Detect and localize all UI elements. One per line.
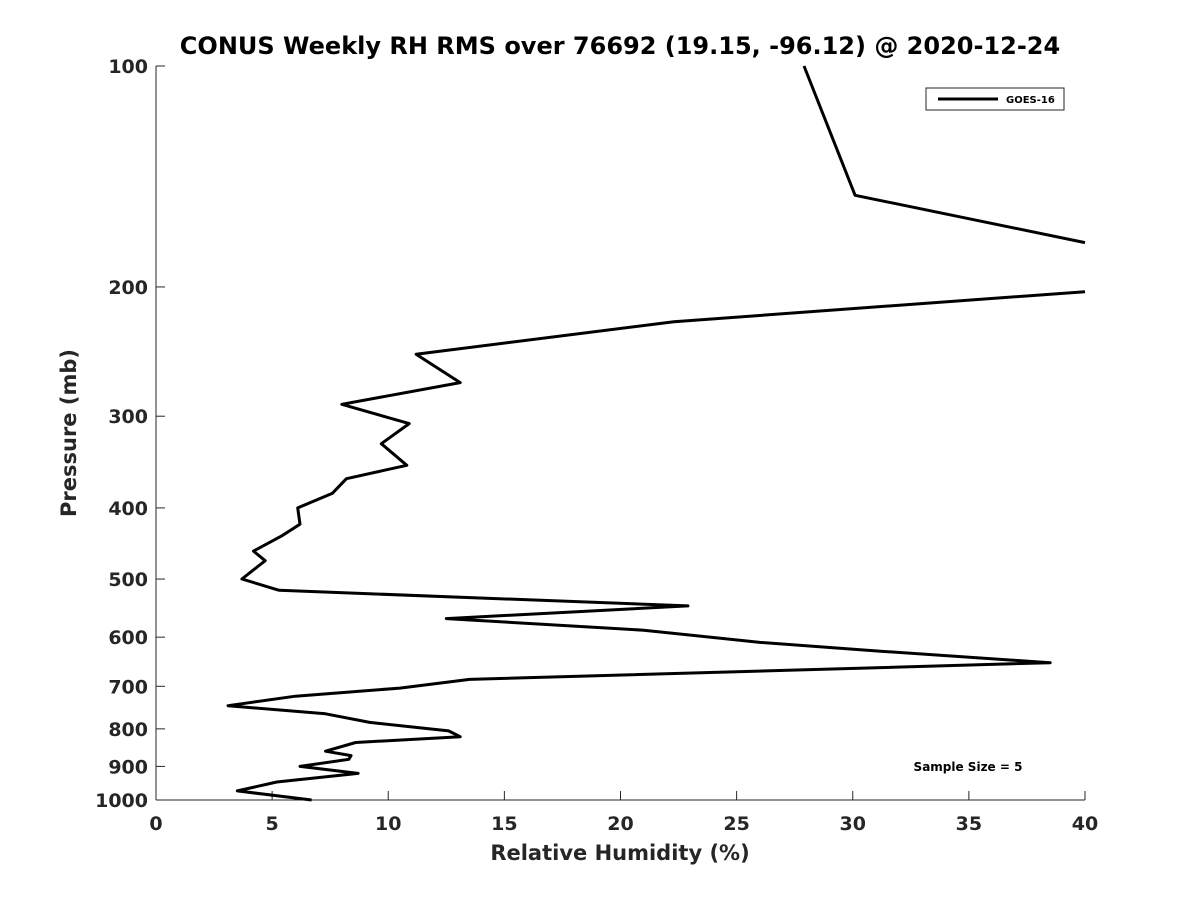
sample-size-annotation: Sample Size = 5 [914, 760, 1023, 774]
x-tick-label: 15 [491, 813, 517, 835]
y-axis-label: Pressure (mb) [57, 349, 81, 517]
plot-frame [156, 66, 1085, 800]
y-tick-label: 1000 [95, 790, 148, 812]
x-axis-label: Relative Humidity (%) [490, 841, 749, 865]
x-tick-label: 20 [607, 813, 633, 835]
legend: GOES-16 [925, 87, 1065, 111]
x-tick-label: 10 [375, 813, 401, 835]
x-tick-label: 30 [840, 813, 866, 835]
x-tick-label: 40 [1072, 813, 1098, 835]
x-tick-label: 35 [956, 813, 982, 835]
y-tick-label: 800 [108, 719, 148, 741]
x-tick-label: 25 [723, 813, 749, 835]
y-tick-label: 600 [108, 627, 148, 649]
y-tick-label: 900 [108, 756, 148, 778]
y-tick-label: 700 [108, 676, 148, 698]
y-tick-label: 100 [108, 56, 148, 78]
series-line-goes-16 [226, 290, 1086, 802]
y-tick-label: 200 [108, 277, 148, 299]
x-tick-label: 0 [149, 813, 162, 835]
y-tick-label: 300 [108, 406, 148, 428]
chart-title: CONUS Weekly RH RMS over 76692 (19.15, -… [180, 32, 1060, 60]
y-tick-label: 500 [108, 569, 148, 591]
x-tick-label: 5 [266, 813, 279, 835]
legend-label-goes-16: GOES-16 [1006, 95, 1055, 106]
series-layer [226, 65, 1086, 802]
y-axis: 100 200 300 400 500 600 700 800 900 1000 [95, 56, 165, 812]
y-tick-label: 400 [108, 498, 148, 520]
series-line-goes-16 [802, 65, 1086, 245]
x-axis: 0 5 10 15 20 25 30 35 40 [149, 791, 1098, 835]
